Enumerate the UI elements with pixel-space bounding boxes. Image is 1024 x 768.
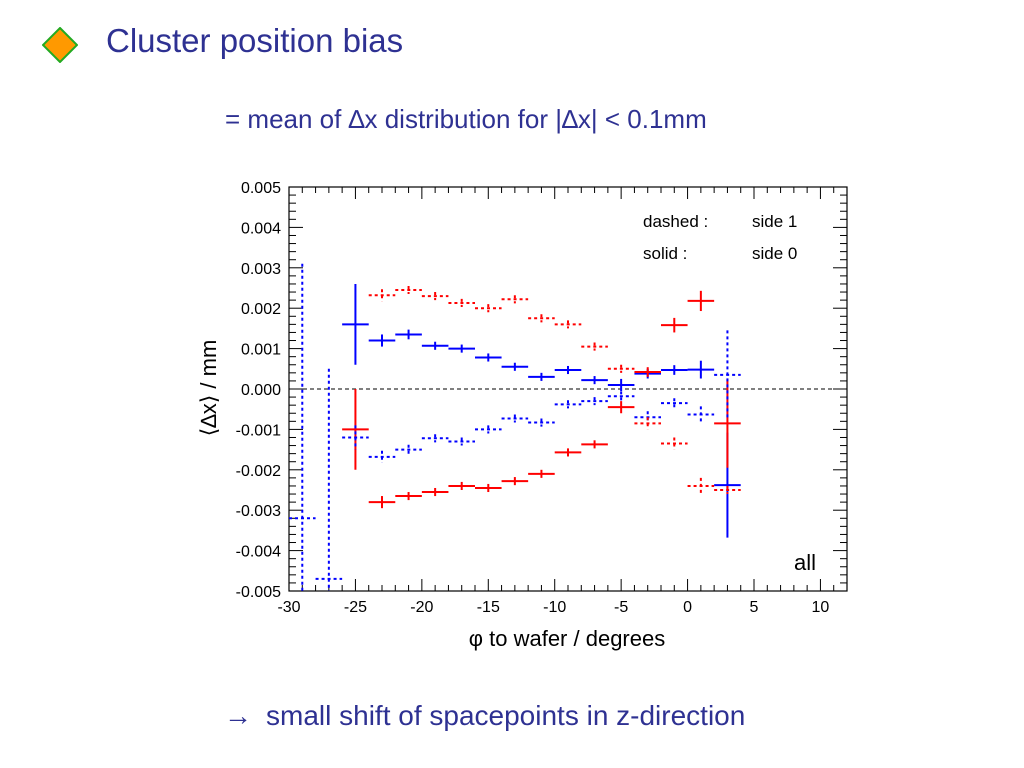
conclusion: → small shift of spacepoints in z-directi… bbox=[224, 700, 745, 732]
data-point bbox=[581, 397, 608, 406]
data-point bbox=[475, 353, 502, 362]
data-point bbox=[342, 389, 369, 470]
data-point bbox=[554, 320, 582, 329]
x-axis-label: φ to wafer / degrees bbox=[469, 626, 665, 651]
data-point bbox=[368, 334, 396, 347]
data-point bbox=[395, 329, 422, 340]
data-point bbox=[448, 298, 475, 307]
data-point bbox=[501, 414, 529, 423]
data-point bbox=[687, 406, 715, 423]
data-point bbox=[475, 425, 502, 434]
data-point bbox=[289, 263, 316, 591]
data-point bbox=[661, 398, 688, 408]
series-3 bbox=[368, 285, 741, 495]
legend-key-solid: solid : bbox=[643, 244, 687, 263]
data-point bbox=[607, 364, 635, 373]
arrow-icon: → bbox=[224, 700, 252, 731]
data-point bbox=[368, 496, 396, 509]
data-point bbox=[581, 342, 608, 351]
data-point bbox=[687, 360, 715, 379]
data-point bbox=[528, 469, 555, 478]
data-point bbox=[528, 314, 555, 323]
data-point bbox=[501, 295, 529, 304]
data-point bbox=[448, 344, 475, 353]
legend-key-dashed: dashed : bbox=[643, 212, 708, 231]
data-point bbox=[714, 330, 741, 420]
x-tick-label: 5 bbox=[750, 599, 759, 616]
slide-title: Cluster position bias bbox=[106, 22, 404, 59]
data-point bbox=[475, 483, 502, 493]
y-axis-label: ⟨∆x⟩ / mm bbox=[196, 340, 221, 437]
data-point bbox=[687, 290, 715, 312]
y-tick-label: 0.001 bbox=[241, 342, 281, 359]
series-1 bbox=[342, 290, 741, 509]
data-point bbox=[634, 367, 661, 377]
y-tick-label: -0.003 bbox=[236, 503, 281, 520]
data-point bbox=[528, 418, 555, 427]
x-tick-label: 0 bbox=[683, 599, 692, 616]
data-point bbox=[581, 440, 608, 449]
data-point bbox=[421, 292, 449, 301]
data-point bbox=[528, 372, 555, 381]
data-point bbox=[714, 378, 741, 468]
data-point bbox=[368, 450, 396, 463]
data-point bbox=[475, 304, 502, 313]
panel-label: all bbox=[794, 550, 816, 575]
data-point bbox=[395, 444, 422, 455]
data-point bbox=[501, 477, 529, 486]
data-point bbox=[687, 477, 715, 495]
x-tick-label: -25 bbox=[344, 599, 367, 616]
data-point bbox=[634, 417, 661, 430]
data-point bbox=[661, 317, 688, 333]
data-point bbox=[421, 341, 449, 350]
x-tick-label: -15 bbox=[477, 599, 500, 616]
data-point bbox=[342, 425, 369, 450]
series-0 bbox=[342, 283, 741, 538]
data-point bbox=[342, 283, 369, 365]
data-point bbox=[581, 376, 608, 385]
data-point bbox=[554, 365, 582, 375]
y-tick-label: -0.004 bbox=[236, 544, 281, 561]
data-point bbox=[661, 365, 688, 375]
data-point bbox=[554, 400, 582, 409]
x-tick-label: -30 bbox=[277, 599, 300, 616]
y-tick-label: 0.005 bbox=[241, 180, 281, 197]
diamond-bullet-icon bbox=[42, 27, 78, 63]
conclusion-text: small shift of spacepoints in z-directio… bbox=[266, 700, 746, 731]
x-tick-label: -20 bbox=[410, 599, 433, 616]
data-point bbox=[607, 401, 635, 414]
data-point bbox=[421, 487, 449, 497]
legend-value-solid: side 0 bbox=[752, 244, 797, 263]
legend-value-dashed: side 1 bbox=[752, 212, 797, 231]
y-tick-label: 0.002 bbox=[241, 301, 281, 318]
data-point bbox=[607, 378, 635, 392]
data-point bbox=[395, 492, 422, 501]
data-point bbox=[448, 437, 475, 446]
x-tick-label: -10 bbox=[543, 599, 566, 616]
data-point bbox=[554, 448, 582, 457]
x-tick-label: 10 bbox=[812, 599, 830, 616]
data-point bbox=[501, 362, 529, 371]
data-point bbox=[661, 437, 688, 450]
y-tick-label: 0.004 bbox=[241, 220, 281, 237]
y-tick-label: -0.001 bbox=[236, 422, 281, 439]
y-tick-label: -0.002 bbox=[236, 463, 281, 480]
data-point bbox=[421, 434, 449, 443]
data-point bbox=[714, 485, 741, 495]
slide-subtitle: = mean of ∆x distribution for |∆x| < 0.1… bbox=[225, 104, 707, 134]
series-2 bbox=[289, 263, 741, 591]
y-tick-label: -0.005 bbox=[236, 584, 281, 601]
y-tick-label: 0.000 bbox=[241, 382, 281, 399]
data-point bbox=[315, 368, 343, 591]
x-tick-label: -5 bbox=[614, 599, 628, 616]
data-point bbox=[368, 289, 396, 302]
y-tick-label: 0.003 bbox=[241, 261, 281, 278]
data-point bbox=[607, 391, 635, 402]
data-point bbox=[395, 285, 422, 295]
data-point bbox=[448, 481, 475, 490]
